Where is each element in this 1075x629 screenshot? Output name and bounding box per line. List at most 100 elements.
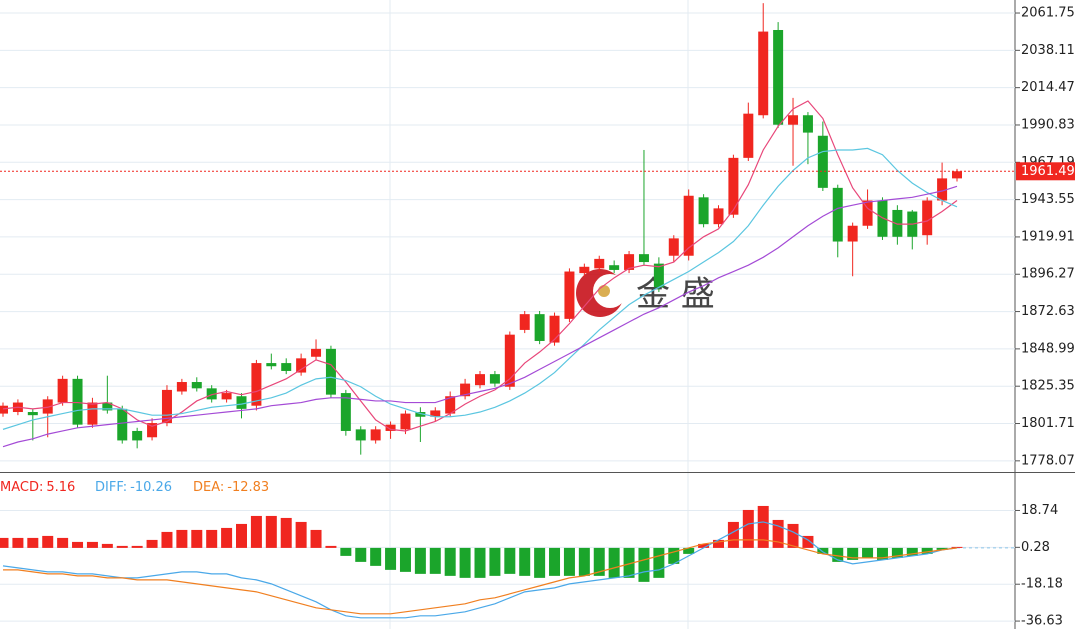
y-tick-label: 0.28: [1021, 540, 1050, 555]
macd-bar: [429, 547, 441, 574]
macd-bar: [772, 519, 784, 548]
candle-body: [176, 382, 187, 392]
candle-body: [683, 195, 694, 256]
y-tick-label: 2014.47: [1021, 80, 1075, 95]
candle-body: [132, 430, 143, 441]
macd-bar: [504, 547, 516, 574]
candle-body: [27, 412, 38, 416]
macd-bar: [116, 545, 128, 548]
y-tick-label: 1943.55: [1021, 192, 1075, 207]
candle-body: [877, 200, 888, 237]
macd-bar: [534, 547, 546, 578]
candle-body: [698, 197, 709, 225]
macd-bar: [638, 547, 650, 582]
candle-body: [862, 200, 873, 226]
macd-bar: [0, 537, 9, 548]
candle-body: [161, 389, 172, 424]
watermark: 金 盛: [576, 269, 715, 317]
indicator-line: [2, 521, 958, 619]
macd-bar: [474, 547, 486, 578]
candle-body: [549, 315, 560, 343]
candle-body: [832, 187, 843, 242]
candle-body: [266, 363, 277, 367]
y-tick-label: 2038.11: [1021, 43, 1075, 58]
candle-body: [504, 334, 515, 387]
indicator-line: [3, 539, 958, 615]
header-label: DIFF:: [95, 480, 127, 495]
indicator-line: [2, 100, 958, 432]
candle-body: [0, 405, 8, 414]
candle-body: [42, 399, 53, 414]
candle-body: [221, 393, 232, 400]
macd-bar: [936, 547, 948, 550]
macd-bar: [802, 535, 814, 548]
candle-body: [758, 31, 769, 116]
header-value: -12.83: [227, 480, 269, 495]
y-tick-label: 2061.75: [1021, 6, 1075, 21]
macd-bar: [653, 547, 665, 578]
header-label: MACD:: [0, 480, 43, 495]
y-tick-label: -36.63: [1021, 614, 1063, 629]
candle-body: [251, 363, 262, 406]
candle-body: [743, 113, 754, 158]
macd-bar: [131, 545, 143, 548]
candle-body: [594, 258, 605, 269]
candle-body: [892, 209, 903, 237]
candle-body: [296, 358, 307, 373]
y-tick-label: 18.74: [1021, 503, 1058, 518]
candle-body: [922, 200, 933, 236]
candle-body: [817, 135, 828, 188]
macd-bar: [250, 515, 262, 548]
macd-bar: [713, 539, 724, 548]
candle-body: [281, 363, 292, 371]
macd-bar: [891, 547, 903, 558]
candle-body: [445, 396, 456, 414]
candle-body: [102, 402, 113, 411]
candle-body: [579, 266, 590, 274]
y-tick-label: 1896.27: [1021, 267, 1075, 282]
macd-bar: [27, 537, 39, 548]
macd-bar: [876, 547, 888, 560]
header-label: DEA:: [193, 480, 224, 495]
macd-bar: [146, 539, 158, 548]
candle-body: [370, 429, 381, 441]
candle-body: [489, 374, 500, 384]
macd-bar: [951, 546, 963, 548]
y-tick-label: 1990.83: [1021, 117, 1075, 132]
candle-body: [713, 208, 724, 225]
candle-body: [788, 115, 799, 125]
macd-bar: [742, 509, 754, 548]
macd-bar: [370, 547, 382, 566]
candle-body: [385, 424, 396, 431]
macd-bar: [668, 547, 680, 564]
macd-bar: [727, 521, 739, 548]
macd-bar: [101, 543, 113, 548]
macd-bar: [519, 547, 531, 576]
macd-bar: [578, 547, 590, 576]
candle-body: [236, 396, 247, 409]
candle-body: [430, 410, 441, 417]
candle-body: [87, 402, 98, 425]
candle-body: [937, 178, 948, 201]
macd-bar: [847, 547, 859, 560]
candle-body: [624, 254, 635, 270]
indicator-header: DIFF: -10.26: [95, 480, 172, 495]
macd-bar: [787, 523, 799, 548]
indicator-header: MACD: 5.16: [0, 480, 75, 495]
indicator-line: [2, 185, 958, 448]
candle-body: [415, 412, 426, 417]
candle-body: [653, 263, 664, 288]
candle-body: [400, 413, 411, 430]
last-price-label: 1961.49: [1021, 164, 1075, 179]
macd-bar: [265, 515, 277, 548]
y-tick-label: 1825.35: [1021, 379, 1075, 394]
macd-bar: [623, 547, 635, 578]
logo-dot: [598, 285, 610, 297]
macd-bar: [459, 547, 471, 578]
candle-body: [191, 382, 202, 389]
macd-bar: [42, 535, 54, 548]
macd-bar: [414, 547, 426, 574]
macd-bar: [549, 547, 561, 576]
candle-body: [564, 271, 575, 319]
